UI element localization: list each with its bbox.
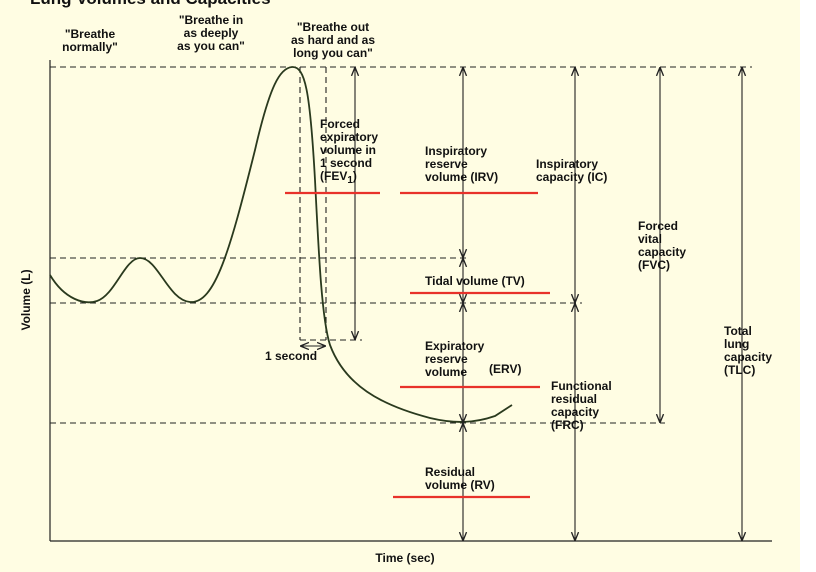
fev1-abbr-sub: 1 [347, 175, 353, 186]
fvc-label-line: capacity [638, 245, 686, 259]
fvc-label-line: Forced [638, 219, 678, 233]
frc-label-line: capacity [551, 405, 599, 419]
phase-caption-line: "Breathe out [297, 20, 369, 34]
ic-label-line: Inspiratory [536, 157, 598, 171]
one-second-label: 1 second [265, 349, 317, 363]
rv-label-line: volume (RV) [425, 478, 495, 492]
fev1-label-line: volume in [320, 143, 376, 157]
rv-label: Residual volume (RV) [425, 465, 495, 492]
erv-abbr: (ERV) [489, 362, 521, 376]
phase-caption-line: as you can" [177, 39, 245, 53]
volume-arrows [301, 68, 742, 540]
phase-caption-line: as deeply [184, 26, 239, 40]
tlc-label-line: lung [724, 337, 749, 351]
phase-caption: "Breathe normally" [62, 27, 118, 54]
fev1-abbr-suffix: ) [353, 169, 357, 183]
tlc-label: Total lung capacity (TLC) [724, 324, 772, 377]
erv-label-line: reserve [425, 352, 468, 366]
phase-caption-line: long you can" [293, 46, 373, 60]
irv-label-line: Inspiratory [425, 144, 487, 158]
title: Lung Volumes and Capacities [30, 0, 271, 8]
fev1-label: Forced expiratory volume in 1 second [320, 117, 378, 170]
phase-caption-line: "Breathe [65, 27, 116, 41]
erv-label-line: volume [425, 365, 467, 379]
frc-label-line: Functional [551, 379, 612, 393]
irv-label-line: reserve [425, 157, 468, 171]
phase-caption-line: "Breathe in [179, 13, 243, 27]
one-second-label-line: 1 second [265, 349, 317, 363]
frc-label: Functional residual capacity (FRC) [551, 379, 612, 432]
erv-label: Expiratory reserve volume [425, 339, 485, 379]
tv-label-line: Tidal volume (TV) [425, 274, 525, 288]
frc-label-line: residual [551, 392, 597, 406]
ic-label-line: capacity (IC) [536, 170, 607, 184]
frc-label-line: (FRC) [551, 418, 584, 432]
labels: "Breathe normally""Breathe in as deeply as … [19, 13, 772, 565]
y-axis-label: Volume (L) [19, 269, 33, 330]
tlc-label-line: Total [724, 324, 752, 338]
label-underlines [285, 191, 550, 499]
tlc-label-line: capacity [724, 350, 772, 364]
ic-label: Inspiratory capacity (IC) [536, 157, 607, 184]
reference-lines [50, 66, 752, 424]
irv-label-line: volume (IRV) [425, 170, 498, 184]
erv-label-line: Expiratory [425, 339, 485, 353]
phase-caption: "Breathe out as hard and as long you can" [291, 20, 375, 60]
fev1-label-line: 1 second [320, 156, 372, 170]
fev1-abbr-prefix: (FEV [320, 169, 347, 183]
rv-label-line: Residual [425, 465, 475, 479]
phase-caption-line: normally" [62, 40, 118, 54]
fev1-label-line: expiratory [320, 130, 378, 144]
irv-label: Inspiratory reserve volume (IRV) [425, 144, 498, 184]
fvc-label-line: (FVC) [638, 258, 670, 272]
x-axis-label: Time (sec) [375, 551, 434, 565]
fvc-label: Forced vital capacity (FVC) [638, 219, 686, 272]
fev1-abbr: (FEV1) [320, 169, 357, 186]
tv-label: Tidal volume (TV) [425, 274, 525, 288]
volume-curve [49, 66, 513, 423]
phase-caption-line: as hard and as [291, 33, 375, 47]
fvc-label-line: vital [638, 232, 662, 246]
tlc-label-line: (TLC) [724, 363, 755, 377]
fev1-label-line: Forced [320, 117, 360, 131]
phase-caption: "Breathe in as deeply as you can" [177, 13, 245, 53]
